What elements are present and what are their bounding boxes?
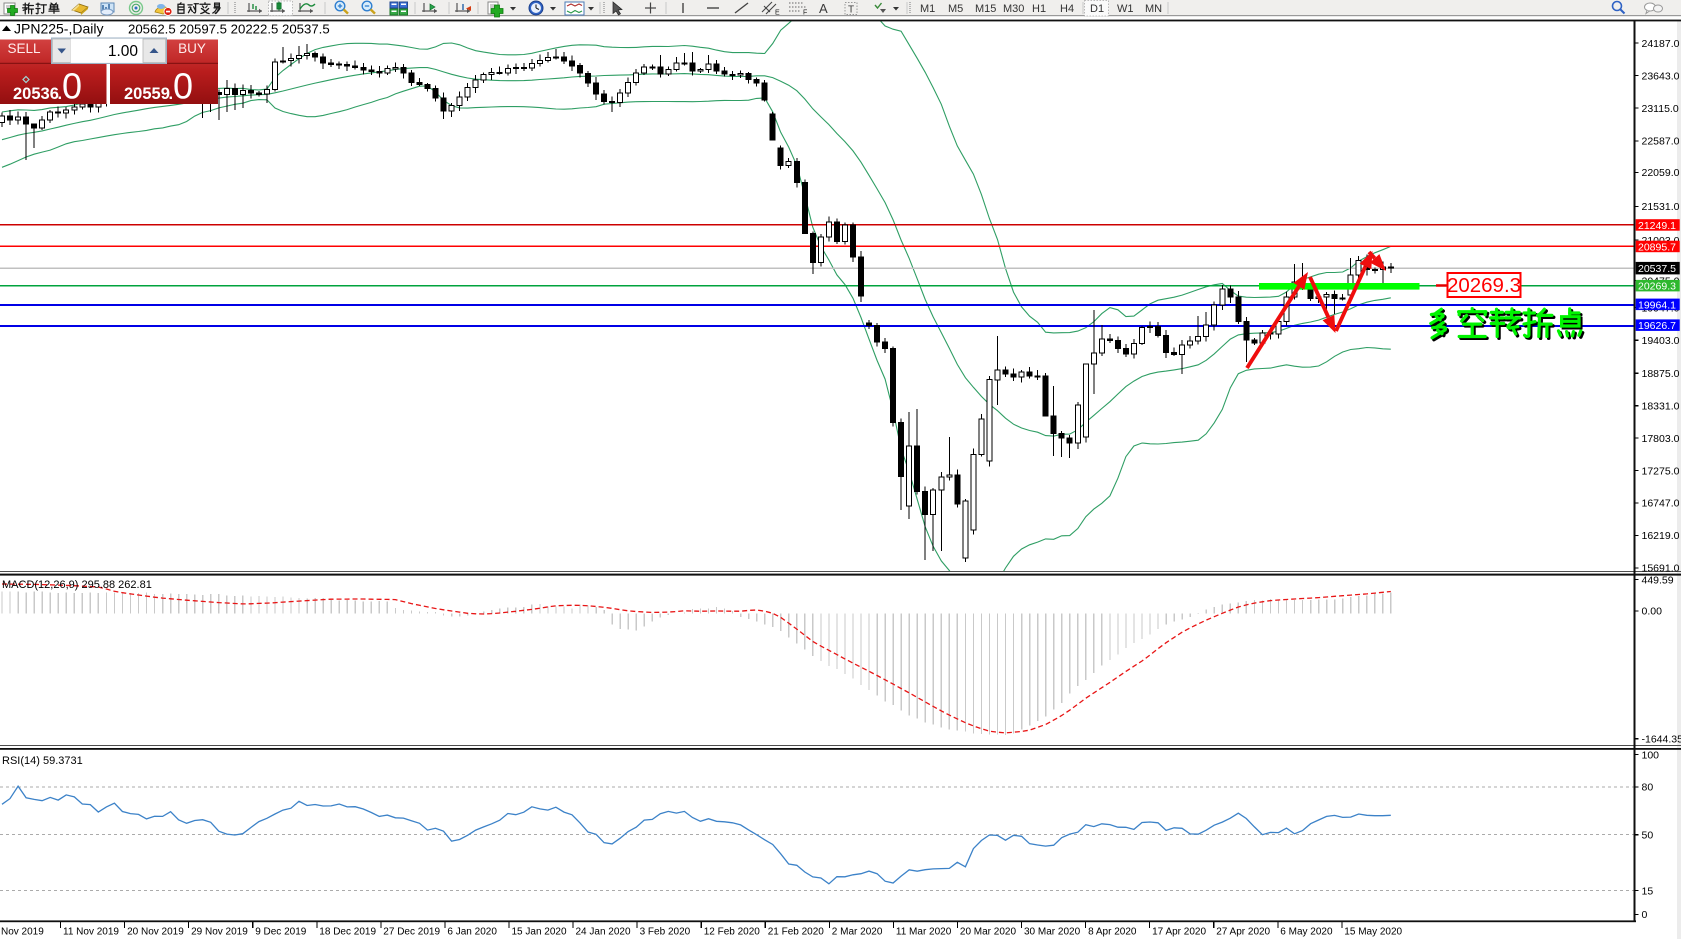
svg-text:24 Jan 2020: 24 Jan 2020 bbox=[576, 927, 631, 938]
svg-text:12 Feb 2020: 12 Feb 2020 bbox=[704, 927, 761, 938]
svg-text:T: T bbox=[848, 5, 854, 16]
svg-text:29 Nov 2019: 29 Nov 2019 bbox=[191, 927, 248, 938]
svg-text:W1: W1 bbox=[1117, 3, 1134, 15]
svg-text:23115.0: 23115.0 bbox=[1642, 103, 1679, 115]
svg-text:15 Jan 2020: 15 Jan 2020 bbox=[512, 927, 567, 938]
svg-text:H4: H4 bbox=[1060, 3, 1074, 15]
svg-text:MN: MN bbox=[1145, 3, 1162, 15]
svg-text:20562.5 20597.5 20222.5 20537.: 20562.5 20597.5 20222.5 20537.5 bbox=[128, 22, 330, 37]
svg-text:19626.7: 19626.7 bbox=[1638, 320, 1676, 332]
svg-text:Nov 2019: Nov 2019 bbox=[1, 927, 44, 938]
svg-text:D1: D1 bbox=[1090, 3, 1104, 15]
svg-text:0: 0 bbox=[173, 66, 193, 107]
svg-text:22587.0: 22587.0 bbox=[1642, 136, 1680, 148]
svg-text:21249.1: 21249.1 bbox=[1638, 220, 1676, 232]
svg-text:20537.5: 20537.5 bbox=[1638, 263, 1676, 275]
svg-text:19403.0: 19403.0 bbox=[1642, 335, 1680, 347]
svg-text:15: 15 bbox=[1642, 885, 1654, 897]
svg-text:16219.0: 16219.0 bbox=[1642, 530, 1680, 542]
svg-text:20536: 20536 bbox=[13, 85, 59, 103]
svg-text:M15: M15 bbox=[975, 3, 996, 15]
svg-text:0.00: 0.00 bbox=[1642, 606, 1663, 618]
svg-text:22059.0: 22059.0 bbox=[1642, 167, 1680, 179]
svg-text:A: A bbox=[819, 1, 828, 16]
svg-text:18331.0: 18331.0 bbox=[1642, 401, 1680, 413]
svg-text:1.00: 1.00 bbox=[108, 43, 139, 60]
svg-text:H1: H1 bbox=[1032, 3, 1046, 15]
svg-text:M30: M30 bbox=[1003, 3, 1024, 15]
svg-text:MACD(12,26,9) 295.88 262.81: MACD(12,26,9) 295.88 262.81 bbox=[2, 579, 152, 591]
svg-text:11 Mar 2020: 11 Mar 2020 bbox=[896, 927, 952, 938]
svg-text:0: 0 bbox=[62, 66, 82, 107]
svg-text:JPN225-,Daily: JPN225-,Daily bbox=[14, 21, 103, 37]
svg-text:M1: M1 bbox=[920, 3, 935, 15]
svg-text:8 Apr 2020: 8 Apr 2020 bbox=[1088, 927, 1137, 938]
svg-text:23643.0: 23643.0 bbox=[1642, 70, 1680, 82]
svg-text:RSI(14) 59.3731: RSI(14) 59.3731 bbox=[2, 755, 83, 767]
svg-text:27 Dec 2019: 27 Dec 2019 bbox=[383, 927, 440, 938]
svg-text:17275.0: 17275.0 bbox=[1642, 465, 1680, 477]
svg-text:50: 50 bbox=[1642, 830, 1654, 842]
svg-text:E: E bbox=[775, 10, 780, 17]
svg-text:SELL: SELL bbox=[7, 41, 41, 56]
svg-text:100: 100 bbox=[1642, 749, 1660, 761]
svg-text:30 Mar 2020: 30 Mar 2020 bbox=[1024, 927, 1081, 938]
svg-text:-1644.35: -1644.35 bbox=[1642, 734, 1681, 746]
svg-text:15 May 2020: 15 May 2020 bbox=[1344, 927, 1402, 938]
svg-text:6 May 2020: 6 May 2020 bbox=[1280, 927, 1333, 938]
svg-text:11 Nov 2019: 11 Nov 2019 bbox=[63, 927, 119, 938]
svg-text:18 Dec 2019: 18 Dec 2019 bbox=[319, 927, 376, 938]
svg-text:0: 0 bbox=[1642, 909, 1648, 921]
svg-text:20269.3: 20269.3 bbox=[1447, 274, 1521, 297]
svg-text:20 Mar 2020: 20 Mar 2020 bbox=[960, 927, 1017, 938]
svg-text:3 Feb 2020: 3 Feb 2020 bbox=[640, 927, 691, 938]
svg-text:15691.0: 15691.0 bbox=[1642, 563, 1680, 575]
svg-text:2 Mar 2020: 2 Mar 2020 bbox=[832, 927, 883, 938]
svg-text:20895.7: 20895.7 bbox=[1638, 241, 1676, 253]
svg-text:6 Jan 2020: 6 Jan 2020 bbox=[447, 927, 497, 938]
svg-text:24187.0: 24187.0 bbox=[1642, 38, 1680, 50]
svg-text:20 Nov 2019: 20 Nov 2019 bbox=[127, 927, 184, 938]
svg-text:21531.0: 21531.0 bbox=[1642, 201, 1680, 213]
svg-text:20269.3: 20269.3 bbox=[1638, 281, 1676, 293]
svg-text:M5: M5 bbox=[948, 3, 963, 15]
svg-text:9 Dec 2019: 9 Dec 2019 bbox=[255, 927, 307, 938]
svg-text:18875.0: 18875.0 bbox=[1642, 368, 1680, 380]
svg-text:20559: 20559 bbox=[124, 85, 170, 103]
svg-text:17 Apr 2020: 17 Apr 2020 bbox=[1152, 927, 1206, 938]
svg-text:16747.0: 16747.0 bbox=[1642, 498, 1680, 510]
svg-text:F: F bbox=[803, 10, 807, 17]
svg-text:19964.1: 19964.1 bbox=[1638, 299, 1676, 311]
svg-text:21 Feb 2020: 21 Feb 2020 bbox=[768, 927, 825, 938]
svg-text:27 Apr 2020: 27 Apr 2020 bbox=[1216, 927, 1270, 938]
svg-text:17803.0: 17803.0 bbox=[1642, 433, 1680, 445]
svg-text:449.59: 449.59 bbox=[1642, 574, 1674, 586]
svg-text:BUY: BUY bbox=[178, 41, 206, 56]
svg-text:80: 80 bbox=[1642, 782, 1654, 794]
